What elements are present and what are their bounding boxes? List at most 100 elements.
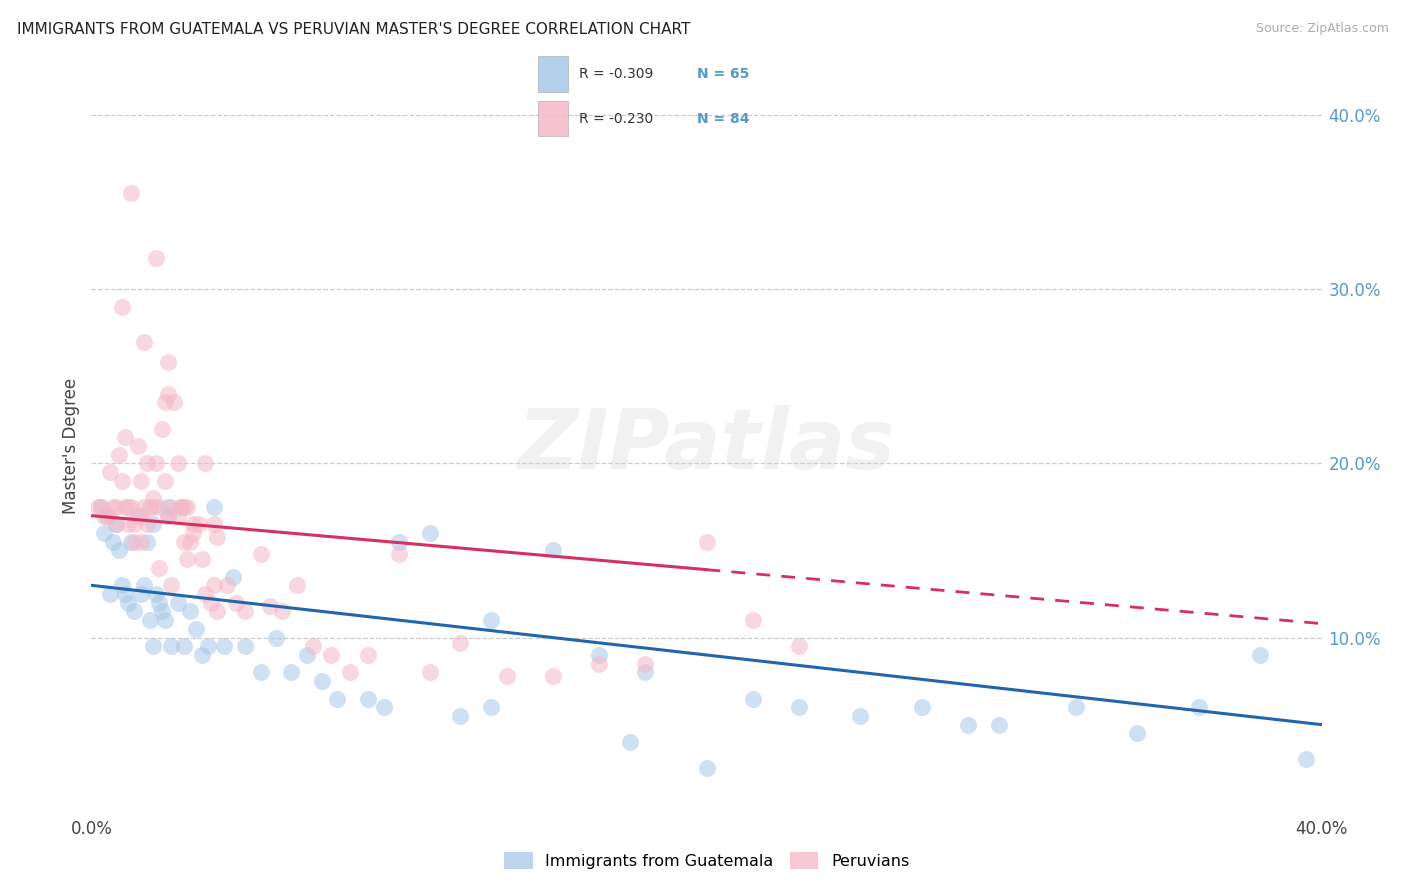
- Point: [142, 500, 165, 514]
- Point: [479, 700, 502, 714]
- Point: [108, 543, 131, 558]
- Point: [150, 421, 173, 435]
- Point: [321, 648, 343, 662]
- Point: [357, 648, 380, 662]
- Point: [181, 517, 204, 532]
- Point: [142, 491, 165, 506]
- Point: [388, 534, 411, 549]
- Point: [153, 613, 177, 627]
- Point: [197, 640, 219, 654]
- Point: [200, 596, 222, 610]
- Point: [741, 613, 763, 627]
- Point: [129, 534, 152, 549]
- Point: [160, 578, 183, 592]
- Point: [287, 578, 309, 592]
- Point: [135, 457, 157, 471]
- Point: [142, 640, 165, 654]
- Point: [169, 500, 191, 514]
- Point: [295, 648, 318, 662]
- Point: [114, 500, 136, 514]
- Point: [1126, 726, 1149, 740]
- Point: [181, 526, 204, 541]
- Point: [105, 517, 127, 532]
- Point: [163, 395, 186, 409]
- Point: [105, 517, 127, 532]
- Point: [233, 604, 256, 618]
- Point: [188, 517, 211, 532]
- Point: [108, 448, 131, 462]
- Point: [157, 508, 180, 523]
- FancyBboxPatch shape: [538, 56, 568, 92]
- Point: [987, 717, 1010, 731]
- Text: R = -0.309: R = -0.309: [579, 67, 654, 81]
- Point: [388, 547, 411, 561]
- Point: [495, 669, 517, 683]
- Point: [135, 517, 157, 532]
- Point: [173, 534, 195, 549]
- Point: [145, 457, 167, 471]
- Point: [153, 474, 177, 488]
- Point: [449, 636, 471, 650]
- Point: [222, 569, 245, 583]
- Point: [157, 355, 180, 369]
- Point: [111, 474, 134, 488]
- Point: [634, 665, 657, 680]
- Point: [179, 534, 201, 549]
- Point: [148, 596, 170, 610]
- Point: [541, 669, 564, 683]
- Point: [98, 465, 121, 479]
- Point: [129, 587, 152, 601]
- Text: ZIPatlas: ZIPatlas: [517, 406, 896, 486]
- Point: [173, 640, 195, 654]
- Point: [225, 596, 247, 610]
- Point: [114, 587, 136, 601]
- Point: [139, 613, 162, 627]
- Text: Source: ZipAtlas.com: Source: ZipAtlas.com: [1256, 22, 1389, 36]
- Point: [132, 334, 155, 349]
- Point: [1187, 700, 1209, 714]
- Point: [634, 657, 657, 671]
- Point: [96, 508, 118, 523]
- Point: [132, 578, 155, 592]
- Point: [117, 500, 139, 514]
- Point: [150, 604, 173, 618]
- Text: N = 65: N = 65: [697, 67, 749, 81]
- Point: [157, 508, 180, 523]
- Point: [129, 474, 152, 488]
- Point: [619, 735, 641, 749]
- Point: [166, 508, 188, 523]
- Point: [202, 517, 225, 532]
- Point: [479, 613, 502, 627]
- Point: [311, 674, 333, 689]
- Point: [326, 691, 349, 706]
- Point: [101, 500, 124, 514]
- Point: [191, 552, 214, 566]
- Point: [301, 640, 323, 654]
- Text: N = 84: N = 84: [697, 112, 749, 126]
- Point: [419, 526, 441, 541]
- Point: [111, 578, 134, 592]
- Point: [191, 648, 214, 662]
- Point: [179, 604, 201, 618]
- Point: [588, 648, 610, 662]
- Point: [249, 665, 271, 680]
- Point: [101, 534, 124, 549]
- Point: [449, 709, 471, 723]
- Point: [166, 596, 188, 610]
- Point: [202, 500, 225, 514]
- Point: [1064, 700, 1087, 714]
- Point: [124, 534, 146, 549]
- Point: [105, 500, 127, 514]
- Point: [93, 508, 115, 523]
- Point: [173, 500, 195, 514]
- Point: [160, 640, 183, 654]
- Point: [129, 508, 152, 523]
- Point: [419, 665, 441, 680]
- Point: [157, 500, 180, 514]
- Point: [117, 596, 139, 610]
- Point: [787, 640, 810, 654]
- Point: [120, 500, 142, 514]
- Point: [135, 534, 157, 549]
- Point: [249, 547, 271, 561]
- Point: [127, 439, 149, 453]
